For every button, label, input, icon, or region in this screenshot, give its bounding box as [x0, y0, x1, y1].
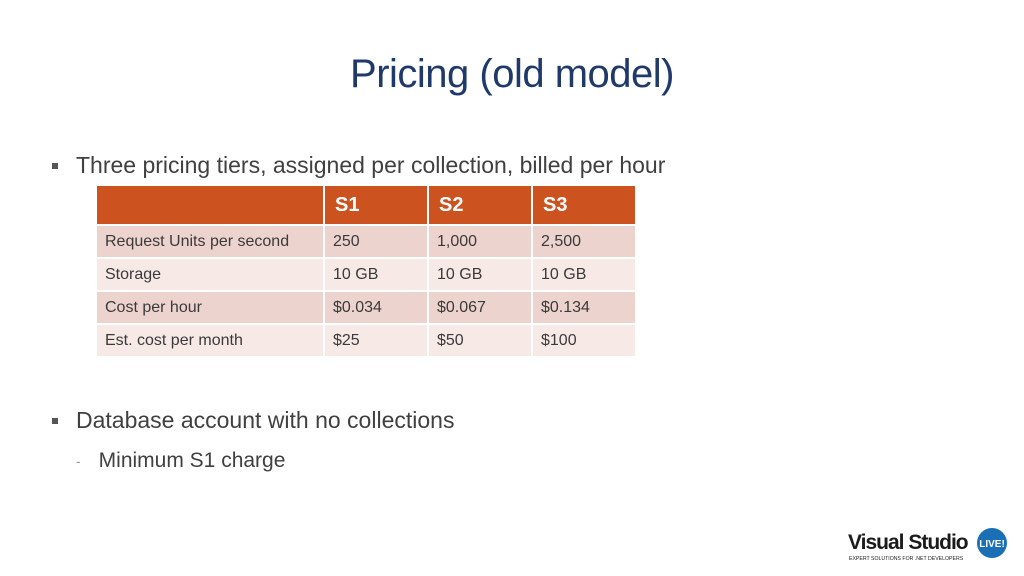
bullet-square-icon — [52, 162, 58, 169]
header-cell-s2: S2 — [429, 186, 533, 224]
table-header-row: S1 S2 S3 — [97, 186, 635, 224]
bullet-database-account: Database account with no collections — [52, 407, 454, 434]
bullet-text: Three pricing tiers, assigned per collec… — [76, 152, 666, 178]
header-cell-s1: S1 — [325, 186, 429, 224]
table-cell: $50 — [429, 323, 533, 356]
table-cell: 250 — [325, 224, 429, 257]
header-cell-empty — [97, 186, 325, 224]
logo-name: Visual Studio — [848, 531, 968, 554]
logo-badge: LIVE! — [979, 539, 1005, 550]
visual-studio-live-logo: Visual Studio EXPERT SOLUTIONS FOR .NET … — [848, 528, 1007, 562]
pricing-table: S1 S2 S3 Request Units per second 250 1,… — [97, 186, 635, 356]
bullet-text: Database account with no collections — [76, 407, 455, 433]
table-cell: $0.134 — [533, 290, 635, 323]
logo-tagline: EXPERT SOLUTIONS FOR .NET DEVELOPERS — [849, 556, 964, 562]
table-cell: 2,500 — [533, 224, 635, 257]
table-cell: 10 GB — [429, 257, 533, 290]
table-row: Request Units per second 250 1,000 2,500 — [97, 224, 635, 257]
sub-bullet-text: Minimum S1 charge — [98, 449, 286, 472]
table-cell: 1,000 — [429, 224, 533, 257]
table-cell: $25 — [325, 323, 429, 356]
table-cell: 10 GB — [325, 257, 429, 290]
table-row: Est. cost per month $25 $50 $100 — [97, 323, 635, 356]
row-label: Cost per hour — [97, 290, 325, 323]
table-cell: $0.067 — [429, 290, 533, 323]
logo-badge-icon — [977, 528, 1007, 558]
row-label: Storage — [97, 257, 325, 290]
bullet-square-icon — [52, 417, 58, 424]
table-cell: $0.034 — [325, 290, 429, 323]
sub-bullet-minimum-charge: - Minimum S1 charge — [76, 449, 285, 473]
slide-title: Pricing (old model) — [350, 52, 674, 96]
table-cell: 10 GB — [533, 257, 635, 290]
row-label: Request Units per second — [97, 224, 325, 257]
table-cell: $100 — [533, 323, 635, 356]
header-cell-s3: S3 — [533, 186, 635, 224]
dash-marker-icon: - — [76, 453, 81, 469]
bullet-pricing-tiers: Three pricing tiers, assigned per collec… — [52, 152, 665, 179]
row-label: Est. cost per month — [97, 323, 325, 356]
table-row: Storage 10 GB 10 GB 10 GB — [97, 257, 635, 290]
table-row: Cost per hour $0.034 $0.067 $0.134 — [97, 290, 635, 323]
